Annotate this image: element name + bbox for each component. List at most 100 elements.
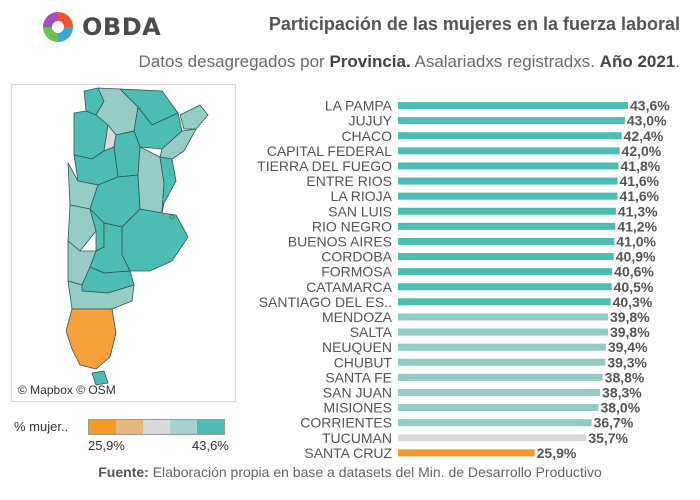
page-subtitle: Datos desagregados por Provincia. Asalar… bbox=[139, 52, 680, 72]
bar[interactable] bbox=[398, 207, 616, 215]
bar[interactable] bbox=[398, 449, 535, 457]
bar[interactable] bbox=[398, 388, 601, 396]
legend-swatch bbox=[170, 420, 197, 434]
value-label: 41,8% bbox=[621, 158, 661, 174]
map-province-tierra-del-fuego bbox=[91, 370, 109, 386]
subtitle-mid: Asalariadxs registradxs. bbox=[410, 52, 600, 71]
category-label: MENDOZA bbox=[322, 309, 393, 325]
value-label: 39,3% bbox=[607, 354, 647, 370]
category-label: MISIONES bbox=[324, 400, 392, 416]
bar[interactable] bbox=[398, 162, 619, 170]
value-label: 38,0% bbox=[600, 400, 640, 416]
category-label: CORDOBA bbox=[321, 249, 392, 265]
brand-name: OBDA bbox=[82, 13, 162, 41]
value-label: 42,0% bbox=[622, 143, 662, 159]
bar[interactable] bbox=[398, 343, 606, 351]
bar[interactable] bbox=[398, 253, 614, 261]
value-label: 42,4% bbox=[624, 128, 664, 144]
category-label: RIO NEGRO bbox=[312, 218, 392, 234]
bar[interactable] bbox=[398, 313, 608, 321]
bar[interactable] bbox=[398, 328, 608, 336]
category-label: SANTA FE bbox=[325, 369, 392, 385]
value-label: 41,6% bbox=[619, 188, 659, 204]
bar[interactable] bbox=[398, 419, 592, 427]
bar[interactable] bbox=[398, 434, 587, 442]
subtitle-year: Año 2021 bbox=[599, 52, 676, 71]
category-label: SAN JUAN bbox=[323, 384, 392, 400]
map-province-mendoza bbox=[67, 204, 97, 252]
category-label: JUJUY bbox=[348, 113, 392, 129]
source-label: Fuente: bbox=[98, 464, 149, 480]
map-province-capital-federal bbox=[169, 214, 175, 220]
category-label: NEUQUEN bbox=[322, 339, 392, 355]
value-label: 25,9% bbox=[537, 445, 577, 460]
value-label: 35,7% bbox=[588, 430, 628, 446]
source-note: Fuente: Elaboración propia en base a dat… bbox=[0, 464, 700, 480]
bar[interactable] bbox=[398, 237, 615, 245]
category-label: CHUBUT bbox=[334, 354, 393, 370]
legend-swatch bbox=[197, 420, 224, 434]
map-attribution[interactable]: © Mapbox © OSM bbox=[18, 383, 116, 397]
value-label: 36,7% bbox=[594, 415, 634, 431]
category-label: SAN LUIS bbox=[328, 203, 392, 219]
argentina-map[interactable]: © Mapbox © OSM bbox=[11, 84, 236, 402]
bar[interactable] bbox=[398, 298, 611, 306]
map-province-santa-cruz bbox=[65, 308, 117, 370]
legend-swatch bbox=[116, 420, 143, 434]
category-label: TUCUMAN bbox=[322, 430, 392, 446]
source-text: Elaboración propia en base a datasets de… bbox=[148, 464, 602, 480]
value-label: 40,5% bbox=[614, 279, 654, 295]
value-label: 38,3% bbox=[602, 384, 642, 400]
legend-max-label: 43,6% bbox=[192, 438, 229, 453]
subtitle-province: Provincia. bbox=[329, 52, 411, 71]
category-label: TIERRA DEL FUEGO bbox=[257, 158, 392, 174]
map-canvas[interactable] bbox=[12, 85, 235, 401]
bar[interactable] bbox=[398, 177, 618, 185]
value-label: 40,6% bbox=[614, 264, 654, 280]
page-title: Participación de las mujeres en la fuerz… bbox=[268, 14, 680, 34]
value-label: 38,8% bbox=[605, 369, 645, 385]
value-label: 39,4% bbox=[608, 339, 648, 355]
category-label: SANTIAGO DEL ES.. bbox=[259, 294, 392, 310]
subtitle-suffix: . bbox=[675, 52, 680, 71]
map-province-entre-rios bbox=[159, 156, 177, 214]
bar[interactable] bbox=[398, 102, 628, 110]
value-label: 41,0% bbox=[616, 233, 656, 249]
legend-color-scale bbox=[88, 419, 225, 435]
legend-min-label: 25,9% bbox=[88, 438, 125, 453]
obda-logo: OBDA bbox=[40, 9, 161, 45]
legend-title: % mujer.. bbox=[14, 419, 69, 434]
category-label: CHACO bbox=[341, 128, 392, 144]
category-label: SANTA CRUZ bbox=[304, 445, 392, 460]
bar[interactable] bbox=[398, 132, 622, 140]
bar[interactable] bbox=[398, 192, 618, 200]
category-label: CATAMARCA bbox=[306, 279, 392, 295]
value-label: 40,3% bbox=[613, 294, 653, 310]
category-label: LA RIOJA bbox=[331, 188, 393, 204]
bar[interactable] bbox=[398, 283, 612, 291]
bar[interactable] bbox=[398, 373, 603, 381]
bar-chart-canvas: LA PAMPA 43,6% JUJUY 43,0% CHACO 42,4% CAPITAL… bbox=[257, 98, 670, 461]
obda-swirl-logo-icon bbox=[43, 12, 73, 42]
map-province-santiago bbox=[113, 130, 141, 178]
category-label: CAPITAL FEDERAL bbox=[267, 143, 392, 159]
color-legend: % mujer.. 25,9% 43,6% bbox=[14, 416, 234, 456]
map-province-buenos-aires bbox=[121, 208, 189, 272]
bar[interactable] bbox=[398, 358, 606, 366]
bar[interactable] bbox=[398, 404, 599, 412]
category-label: LA PAMPA bbox=[325, 98, 393, 114]
category-label: FORMOSA bbox=[321, 264, 392, 280]
legend-swatch bbox=[89, 420, 116, 434]
legend-swatch bbox=[143, 420, 170, 434]
bar-chart: LA PAMPA 43,6% JUJUY 43,0% CHACO 42,4% CAPITAL… bbox=[236, 96, 700, 461]
value-label: 41,2% bbox=[617, 218, 657, 234]
bar[interactable] bbox=[398, 117, 625, 125]
category-label: SALTA bbox=[350, 324, 393, 340]
bar[interactable] bbox=[398, 222, 616, 230]
bar[interactable] bbox=[398, 268, 613, 276]
value-label: 43,0% bbox=[627, 113, 667, 129]
value-label: 39,8% bbox=[610, 324, 650, 340]
bar[interactable] bbox=[398, 147, 620, 155]
category-label: BUENOS AIRES bbox=[288, 233, 392, 249]
value-label: 39,8% bbox=[610, 309, 650, 325]
